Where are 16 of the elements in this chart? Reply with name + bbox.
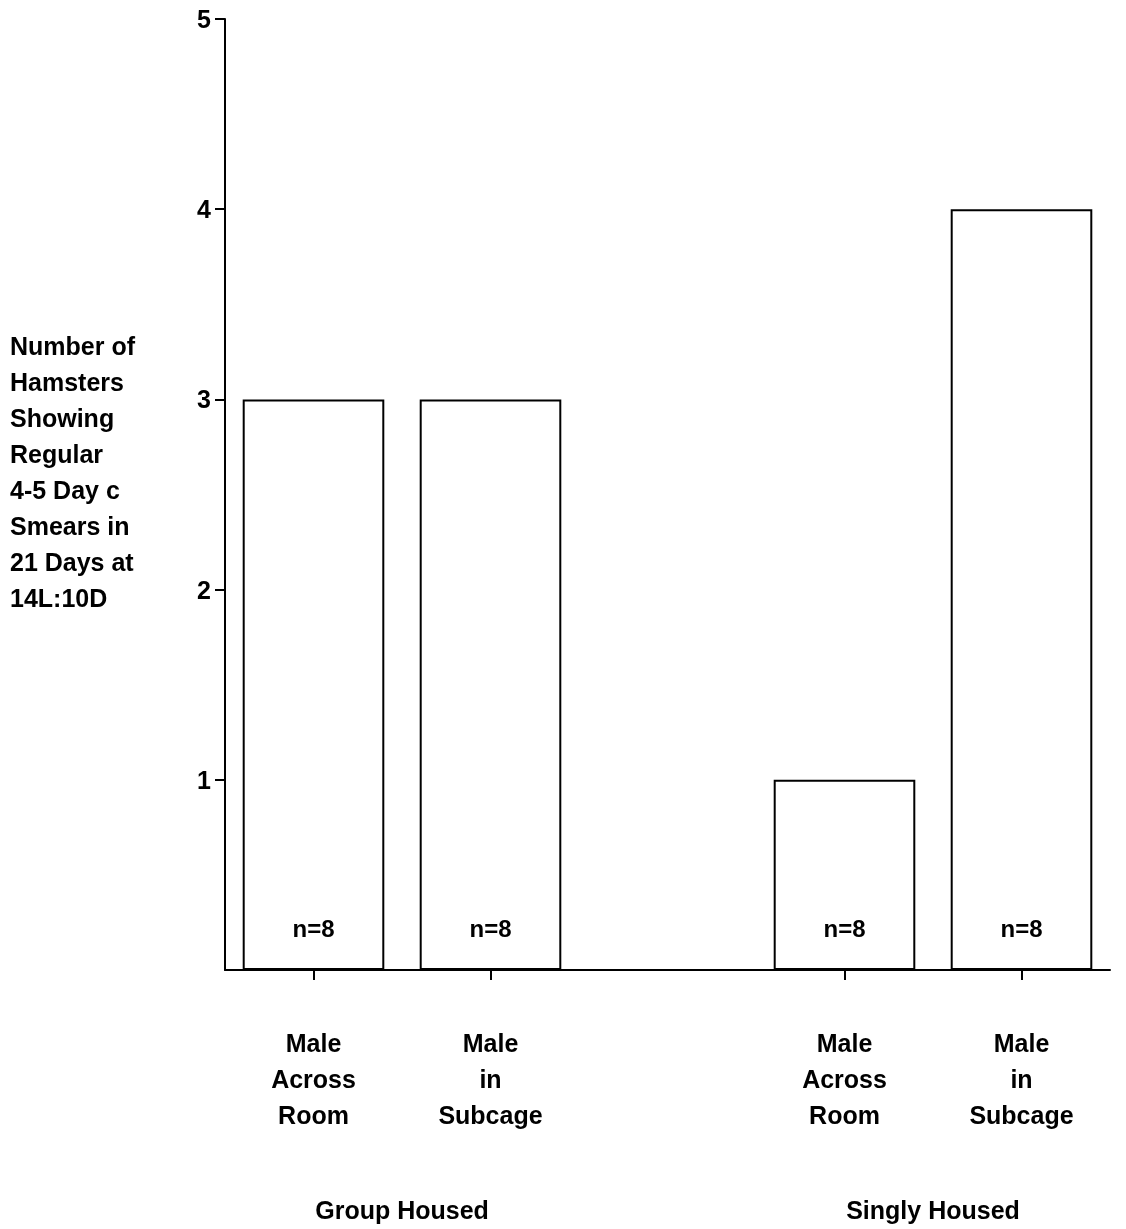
y-tick-label: 1: [197, 765, 212, 794]
y-tick-label: 4: [197, 195, 212, 224]
x-tick-label: Male in Subcage: [969, 1029, 1074, 1129]
annotation: n=8: [469, 914, 512, 942]
x-tick-label: Male Across Room: [271, 1029, 356, 1129]
y-tick-label: 5: [197, 5, 212, 33]
y-tick-label: 3: [197, 385, 211, 414]
annotation: n=8: [823, 914, 866, 942]
annotation: n=8: [292, 914, 335, 942]
x-tick-label: Male in Subcage: [438, 1029, 543, 1129]
text: Singly Housed: [846, 1196, 1020, 1224]
y-tick-label: 2: [197, 575, 211, 604]
text: Group Housed: [315, 1196, 489, 1224]
annotation: n=8: [1000, 914, 1043, 942]
y-axis-title: Number of Hamsters Showing Regular 4-5 Day c Smears in 21 Days at 14L:10D: [10, 332, 136, 612]
x-tick-label: Male Across Room: [802, 1029, 887, 1129]
